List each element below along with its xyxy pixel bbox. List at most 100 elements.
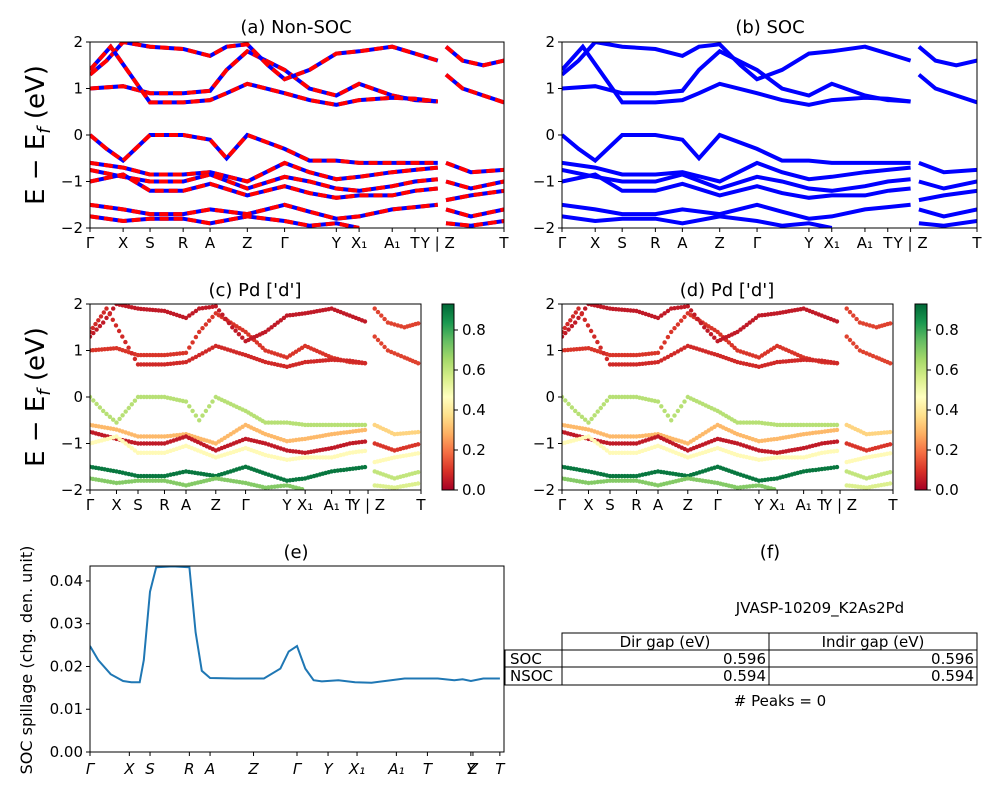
projection-dot xyxy=(562,325,567,331)
projection-dot xyxy=(114,420,119,425)
projection-dot xyxy=(415,442,421,447)
band-line-nonsoc-red xyxy=(90,132,438,165)
panel-a-xtick-label: S xyxy=(145,234,155,252)
band-line-soc xyxy=(562,132,911,165)
panel-e-xtick-label: Y xyxy=(466,760,477,778)
panel-a-title: (a) Non-SOC xyxy=(240,17,351,38)
panel-a-ytick-label: 2 xyxy=(73,33,83,51)
projection-dot xyxy=(586,420,591,425)
projection-dot xyxy=(669,306,674,311)
projection-dot xyxy=(243,329,248,335)
gap-table-nsoc-dir: 0.594 xyxy=(723,667,766,685)
panel-d-xtick-label: Z xyxy=(683,496,693,514)
band-line-nonsoc-red xyxy=(90,167,439,193)
projection-dot xyxy=(338,358,343,363)
projection-dot xyxy=(210,399,215,404)
projection-dot xyxy=(90,325,96,331)
projection-dot xyxy=(810,422,815,428)
projection-dot xyxy=(659,404,664,409)
panel-b-xtick-label: Y xyxy=(803,234,814,252)
projection-dot xyxy=(887,451,893,456)
panel-e-xtick-label: A xyxy=(204,760,215,778)
projection-dot xyxy=(263,420,268,425)
panel-b-xtick-label: X₁ xyxy=(824,234,840,252)
gap-table-soc-dir: 0.596 xyxy=(723,650,766,668)
projection-dot xyxy=(665,334,671,340)
gap-table xyxy=(504,632,978,686)
projection-dot xyxy=(672,306,677,311)
panel-d-title: (d) Pd ['d'] xyxy=(680,280,775,301)
projection-dot xyxy=(187,313,192,318)
projection-dot xyxy=(230,325,235,330)
projection-dot xyxy=(682,399,687,404)
projection-dot xyxy=(120,439,125,444)
panel-a-xtick-label: Γ xyxy=(86,234,95,252)
panel-e-frame xyxy=(89,565,505,753)
band-line-nonsoc-blue xyxy=(90,43,439,107)
band-line-nonsoc-red xyxy=(90,214,360,228)
projection-dot xyxy=(246,332,251,337)
band-line-soc xyxy=(562,172,911,200)
panel-e-xtick-label: X xyxy=(123,760,135,778)
projection-dot xyxy=(563,330,568,336)
projection-dot xyxy=(601,351,606,356)
projection-dot xyxy=(90,329,93,335)
panel-e-xtick-label: T xyxy=(495,760,506,778)
panel-c-dots xyxy=(90,304,421,490)
projection-dot xyxy=(718,332,723,337)
projection-dot xyxy=(655,399,661,404)
projection-dot xyxy=(126,345,131,350)
panel-c-ytick-label: −1 xyxy=(61,435,83,453)
panel-e-xtick-label: A₁ xyxy=(387,760,404,778)
projection-dot xyxy=(750,318,755,323)
projection-dot xyxy=(729,343,734,348)
projection-dot xyxy=(375,309,381,315)
band-line-soc xyxy=(562,160,911,184)
projection-dot xyxy=(569,323,575,329)
gap-table-header-dir: Dir gap (eV) xyxy=(620,633,711,651)
projection-dot xyxy=(851,341,856,346)
projection-dot xyxy=(741,420,746,425)
panel-b-xtick-label: S xyxy=(617,234,627,252)
projection-dot xyxy=(568,318,573,323)
gap-table-row-nsoc xyxy=(504,666,978,686)
panel-a-xtick-label: R xyxy=(178,234,188,252)
projection-dot xyxy=(116,328,122,334)
projection-dot xyxy=(887,429,893,435)
projection-dot xyxy=(203,305,209,310)
projection-dot xyxy=(389,349,394,355)
projection-dot xyxy=(604,398,610,403)
projection-dot xyxy=(187,404,192,409)
band-ylabel-mid: E − Ef (eV) xyxy=(21,327,55,467)
projection-dot xyxy=(129,445,134,451)
panel-a-xtick-label: Y | Z xyxy=(420,234,455,252)
projection-dot xyxy=(589,416,594,422)
colorbar-c-frame xyxy=(441,303,455,491)
projection-dot xyxy=(705,328,710,333)
projection-dot xyxy=(702,325,707,330)
band-line-nonsoc-red xyxy=(444,73,504,105)
projection-dot xyxy=(585,323,591,328)
band-line-soc xyxy=(562,167,911,193)
projection-dot xyxy=(362,448,368,454)
projection-dot xyxy=(193,334,199,340)
projection-dot xyxy=(887,470,893,475)
projection-dot xyxy=(266,327,271,332)
projection-dot xyxy=(595,441,600,446)
projection-dot xyxy=(91,398,96,403)
projection-dot xyxy=(655,350,661,355)
band-line-nonsoc-red xyxy=(90,42,439,82)
projection-dot xyxy=(398,324,404,329)
projection-dot xyxy=(254,340,260,345)
projection-dot xyxy=(741,325,746,330)
panel-d-ytick-label: 1 xyxy=(545,342,555,360)
projection-dot xyxy=(669,329,674,335)
panel-e-xtick-label: Γ xyxy=(293,760,303,778)
projection-dot xyxy=(888,321,893,326)
projection-dot xyxy=(223,316,228,322)
projection-dot xyxy=(712,335,717,340)
band-line-soc xyxy=(918,179,977,191)
projection-dot xyxy=(588,328,594,334)
projection-dot xyxy=(104,306,109,311)
projection-dot xyxy=(197,352,202,358)
